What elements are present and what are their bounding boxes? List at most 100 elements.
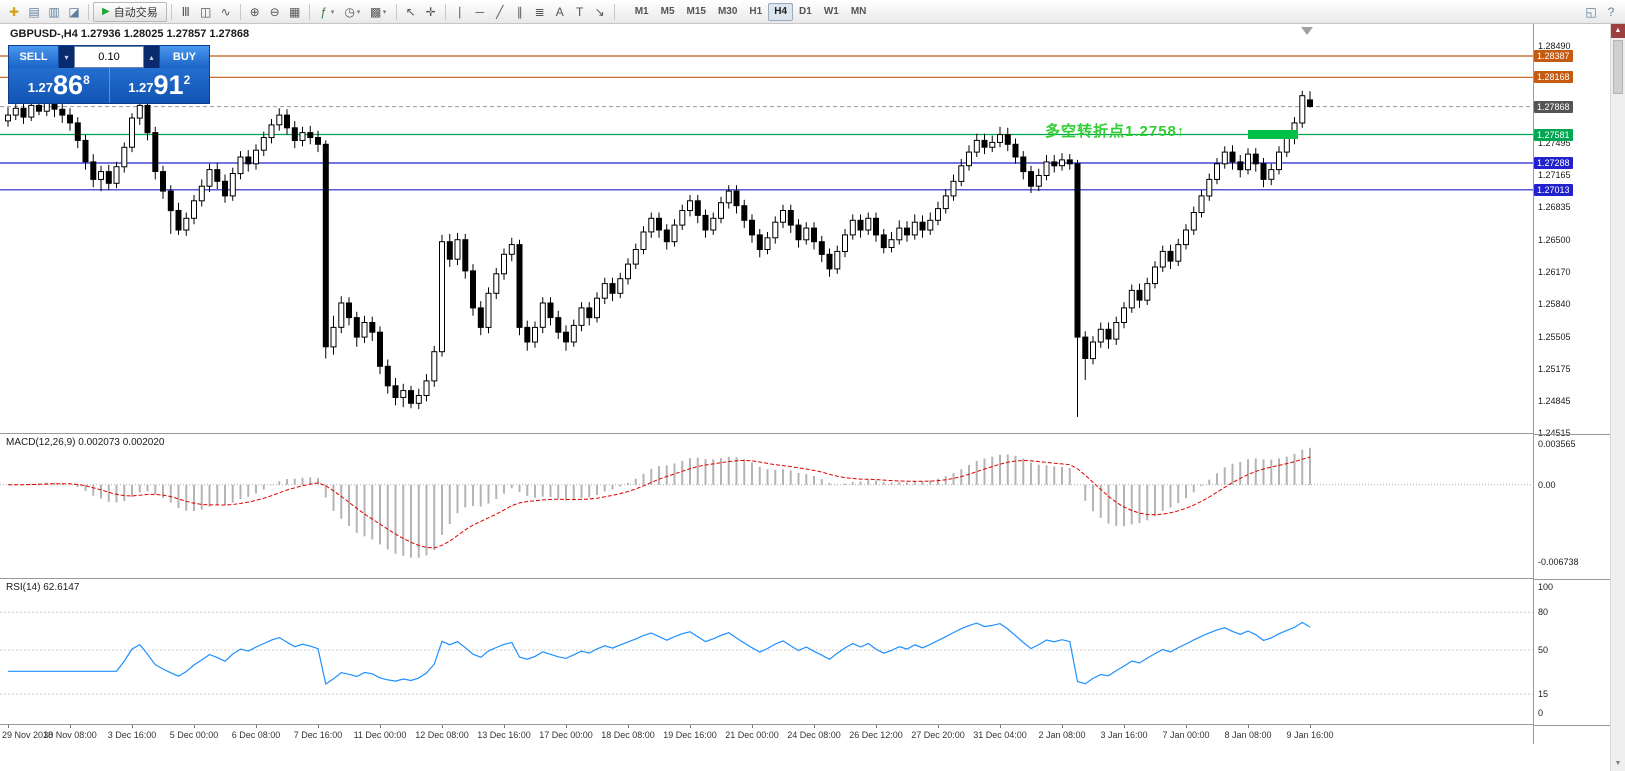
channel-icon[interactable]: ∥ xyxy=(516,4,523,19)
crosshair-icon[interactable]: ✛ xyxy=(425,4,436,19)
candle[interactable] xyxy=(904,227,910,236)
candle[interactable] xyxy=(919,221,926,231)
time-axis[interactable]: 29 Nov 2018 30 Nov 08:00 3 Dec 16:00 5 Dec … xyxy=(0,725,1533,744)
candle[interactable] xyxy=(787,210,794,226)
candle[interactable] xyxy=(687,200,693,212)
candle[interactable] xyxy=(408,390,414,404)
candle[interactable] xyxy=(222,180,228,197)
candle[interactable] xyxy=(927,219,934,231)
fibonacci-icon[interactable]: ≣ xyxy=(534,4,545,19)
candle[interactable] xyxy=(1090,341,1096,360)
candle[interactable] xyxy=(648,217,655,233)
candle[interactable] xyxy=(966,151,972,167)
candle[interactable] xyxy=(911,221,918,236)
candle[interactable] xyxy=(764,237,771,251)
buy-button[interactable]: BUY xyxy=(159,46,209,68)
candle[interactable] xyxy=(539,302,546,328)
candle[interactable] xyxy=(1152,266,1158,285)
candle[interactable] xyxy=(5,114,11,122)
candle[interactable] xyxy=(710,217,717,231)
candle[interactable] xyxy=(67,114,73,124)
candle[interactable] xyxy=(113,166,120,184)
candle[interactable] xyxy=(694,200,701,216)
rsi-chart[interactable] xyxy=(0,579,1533,725)
candle[interactable] xyxy=(245,156,252,165)
candle[interactable] xyxy=(299,132,306,141)
candle[interactable] xyxy=(346,302,352,319)
templates-icon[interactable]: ▩ xyxy=(370,4,382,19)
candle[interactable] xyxy=(59,108,66,116)
candle[interactable] xyxy=(198,185,205,202)
indicators-icon[interactable]: ƒ xyxy=(320,4,328,19)
candle[interactable] xyxy=(1260,163,1267,180)
timeframe-button-H1[interactable]: H1 xyxy=(743,3,768,21)
candle[interactable] xyxy=(229,173,236,197)
candle[interactable] xyxy=(1214,163,1220,180)
candle[interactable] xyxy=(601,283,608,299)
candle[interactable] xyxy=(384,365,391,387)
candle[interactable] xyxy=(679,210,686,226)
macd-panel[interactable]: MACD(12,26,9) 0.002073 0.002020 xyxy=(0,434,1533,579)
volume-input[interactable] xyxy=(74,46,144,68)
candle[interactable] xyxy=(842,234,848,252)
candle[interactable] xyxy=(51,102,58,110)
rsi-panel[interactable]: RSI(14) 62.6147 xyxy=(0,579,1533,725)
candle[interactable] xyxy=(144,104,151,134)
candle[interactable] xyxy=(873,217,879,236)
candle[interactable] xyxy=(36,104,42,112)
timeframe-button-M15[interactable]: M15 xyxy=(681,3,712,21)
candle[interactable] xyxy=(1074,163,1081,338)
candle[interactable] xyxy=(1190,212,1197,231)
candle[interactable] xyxy=(454,239,461,260)
candle[interactable] xyxy=(1221,151,1228,165)
candle[interactable] xyxy=(1144,283,1151,301)
candle[interactable] xyxy=(725,190,732,204)
macd-chart[interactable] xyxy=(0,434,1533,579)
candle[interactable] xyxy=(981,139,988,148)
candle[interactable] xyxy=(749,219,755,236)
candle[interactable] xyxy=(90,161,97,180)
candle[interactable] xyxy=(1004,134,1011,145)
chart-shift-marker[interactable] xyxy=(1301,27,1313,35)
timeframe-button-M1[interactable]: M1 xyxy=(629,3,655,21)
candle[interactable] xyxy=(1012,143,1019,158)
horizontal-line-icon[interactable]: ─ xyxy=(475,4,484,19)
candle[interactable] xyxy=(609,283,616,294)
timeframe-button-MN[interactable]: MN xyxy=(845,3,873,21)
candle[interactable] xyxy=(803,227,810,241)
candle[interactable] xyxy=(1051,161,1058,167)
candle[interactable] xyxy=(268,124,275,139)
navigator-icon[interactable]: ◪ xyxy=(68,4,80,19)
periods-icon[interactable]: ◷ xyxy=(344,4,355,19)
scrollbar-down-button[interactable]: ▼ xyxy=(1614,760,1622,767)
candle[interactable] xyxy=(167,190,174,212)
candle[interactable] xyxy=(1252,153,1259,165)
help-icon[interactable]: ? xyxy=(1607,4,1615,19)
candle[interactable] xyxy=(1082,336,1089,360)
candle[interactable] xyxy=(1183,229,1189,246)
candle[interactable] xyxy=(508,244,515,255)
volume-increase-button[interactable]: ▴ xyxy=(144,46,159,68)
candle[interactable] xyxy=(28,104,35,118)
candle[interactable] xyxy=(849,219,856,236)
candle[interactable] xyxy=(958,165,965,182)
candle[interactable] xyxy=(470,270,476,309)
candle[interactable] xyxy=(935,208,941,221)
candle[interactable] xyxy=(353,317,360,338)
text-icon[interactable]: A xyxy=(555,4,564,19)
turning-point-marker[interactable] xyxy=(1248,130,1298,139)
candle[interactable] xyxy=(1245,153,1251,171)
candle[interactable] xyxy=(129,117,135,148)
candle[interactable] xyxy=(532,326,538,343)
candle[interactable] xyxy=(594,297,600,319)
candle[interactable] xyxy=(12,107,19,116)
candle[interactable] xyxy=(1198,195,1205,213)
candle[interactable] xyxy=(818,241,825,255)
candle[interactable] xyxy=(656,217,662,231)
candle[interactable] xyxy=(330,326,337,348)
candle[interactable] xyxy=(1066,159,1073,165)
candle[interactable] xyxy=(756,234,763,250)
candle[interactable] xyxy=(191,200,197,219)
candle[interactable] xyxy=(547,302,554,319)
candle[interactable] xyxy=(563,331,569,343)
